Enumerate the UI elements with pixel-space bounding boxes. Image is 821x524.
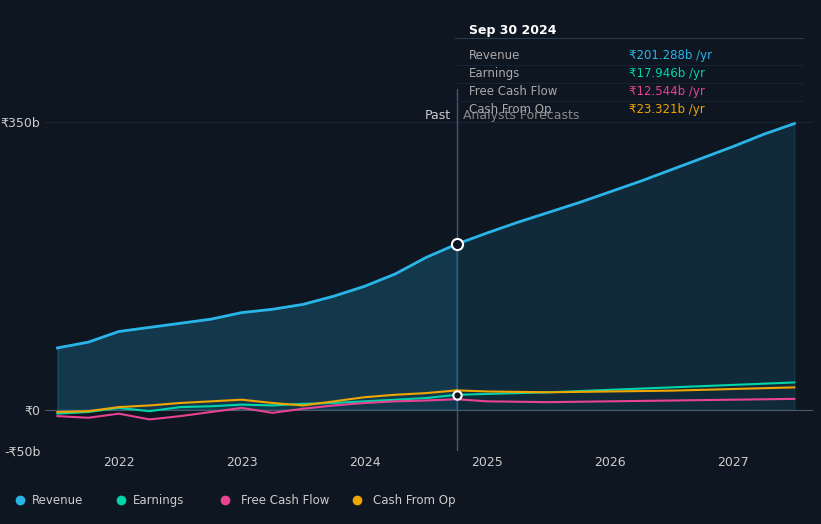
Text: ₹17.946b /yr: ₹17.946b /yr (630, 67, 705, 80)
Text: ₹201.288b /yr: ₹201.288b /yr (630, 49, 713, 62)
Text: Past: Past (424, 109, 451, 122)
Text: ₹12.544b /yr: ₹12.544b /yr (630, 85, 705, 98)
Text: Cash From Op: Cash From Op (469, 103, 551, 116)
Text: Revenue: Revenue (469, 49, 521, 62)
Text: Earnings: Earnings (469, 67, 521, 80)
Text: Revenue: Revenue (32, 494, 83, 507)
Text: Cash From Op: Cash From Op (373, 494, 456, 507)
Text: Earnings: Earnings (133, 494, 184, 507)
Text: Sep 30 2024: Sep 30 2024 (469, 24, 557, 37)
Text: Analysts Forecasts: Analysts Forecasts (463, 109, 579, 122)
Text: Free Cash Flow: Free Cash Flow (241, 494, 329, 507)
Text: ₹23.321b /yr: ₹23.321b /yr (630, 103, 705, 116)
Text: Free Cash Flow: Free Cash Flow (469, 85, 557, 98)
